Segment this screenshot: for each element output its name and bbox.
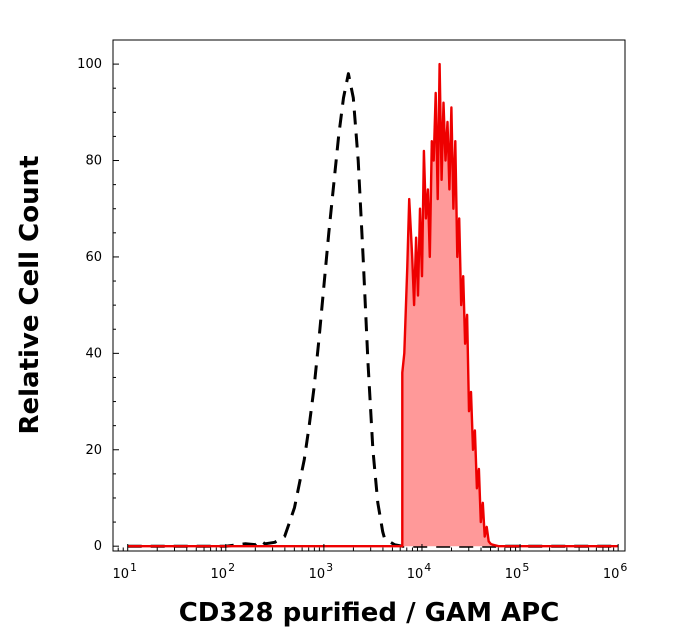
- cd328-purified-area: [127, 64, 619, 547]
- plot-frame: [112, 39, 626, 552]
- x-tick-exponent: 1: [130, 561, 137, 574]
- x-tick-exponent: 3: [326, 561, 333, 574]
- y-tick-label: 40: [85, 346, 102, 361]
- x-tick-label: 103: [309, 561, 334, 582]
- x-tick-exponent: 6: [620, 561, 627, 574]
- x-tick-exponent: 4: [424, 561, 431, 574]
- y-axis-title: Relative Cell Count: [15, 155, 45, 434]
- x-tick-label: 102: [211, 561, 236, 582]
- y-tick-label: 100: [77, 57, 102, 72]
- y-tick-label: 0: [94, 539, 102, 554]
- cd328-purified-line: [127, 62, 619, 548]
- x-tick-label: 106: [603, 561, 628, 582]
- x-tick-label: 104: [407, 561, 432, 582]
- y-tick-label: 20: [85, 443, 102, 458]
- y-tick-label: 60: [85, 250, 102, 265]
- x-tick-label: 101: [112, 561, 137, 582]
- x-axis-title: CD328 purified / GAM APC: [179, 598, 560, 628]
- y-tick-label: 80: [85, 154, 102, 169]
- x-tick-exponent: 5: [522, 561, 529, 574]
- x-tick-exponent: 2: [228, 561, 235, 574]
- x-tick-label: 105: [505, 561, 530, 582]
- isotype-control-line: [127, 72, 619, 548]
